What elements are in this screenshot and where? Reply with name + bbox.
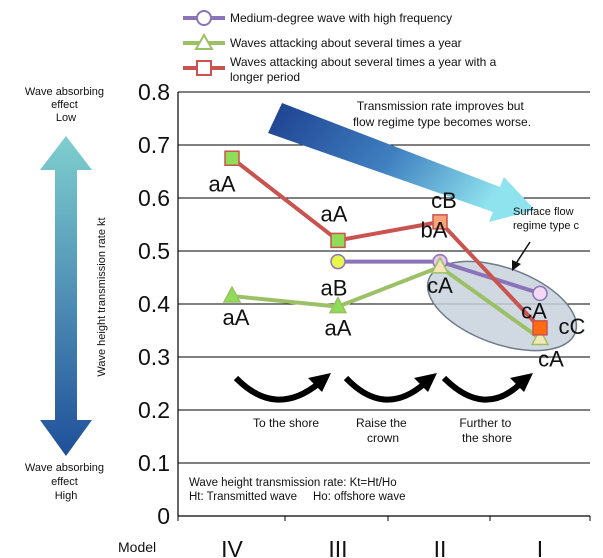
point-labels: aB bA cA aA aA cA cA aA aA cB cC [209,171,586,371]
series-layer [222,150,550,346]
point-label: cA [521,298,547,323]
effect-low-label: Wave absorbing effect Low [25,86,107,124]
y-tick-label: 0 [157,503,170,529]
data-point [432,214,448,230]
curved-arrow-icon [343,373,437,403]
data-point [330,253,346,270]
small-arrow-icon [512,241,531,271]
point-label: cC [559,314,586,339]
point-label: bA [421,218,448,243]
legend-label: Waves attacking about several times a ye… [230,36,462,50]
y-tick-label: 0.8 [138,79,170,105]
data-point [430,256,450,274]
legend-label: Waves attacking about several times a ye… [230,55,500,84]
step-arrows [233,373,533,403]
effect-high-label: Wave absorbing effect High [25,462,107,502]
data-point [532,320,548,336]
y-tick-label: 0.5 [138,238,170,264]
legend: Medium-degree wave with high frequency W… [183,10,500,84]
diagonal-arrow-icon [268,103,535,222]
curved-arrow-icon [441,373,533,403]
series-line [231,264,542,341]
legend-entry-green: Waves attacking about several times a ye… [183,32,462,50]
legend-label: Medium-degree wave with high frequency [230,11,452,25]
point-label: cB [431,188,457,213]
series-line [230,156,542,330]
legend-circle-marker [196,10,212,26]
y-tick-label: 0.1 [138,450,170,476]
data-point [530,327,550,346]
x-tick-label: I [537,536,543,558]
point-label: aA [325,316,352,341]
x-tick-label: III [328,536,347,558]
point-label: aA [321,201,348,226]
banner-text: Transmission rate improves but flow regi… [353,99,531,129]
point-label: aA [223,305,250,330]
formula-note: Wave height transmission rate: Kt=Ht/Ho … [189,477,405,503]
trend-banner: Transmission rate improves but flow regi… [268,99,535,222]
double-arrow-icon [40,136,92,456]
curved-arrow-icon [233,373,331,403]
y-tick-label: 0.6 [138,185,170,211]
wave-absorbing-effect-arrow: Wave absorbing effect Low Wave absorbing… [25,86,107,502]
point-label: aA [209,171,236,196]
point-label: cA [427,273,453,298]
grid [177,91,591,521]
y-ticks: 0 0.1 0.2 0.3 0.4 0.5 0.6 0.7 0.8 [138,79,170,529]
point-label: aB [321,276,348,301]
step-label-further-shore: Further to the shore [459,416,514,445]
x-tick-label: II [434,536,447,558]
y-axis-title: Wave height transmission rate kt [96,217,108,376]
surface-flow-label: Surface flow regime type c [513,206,580,232]
legend-entry-red: Waves attacking about several times a ye… [183,55,500,84]
step-label-to-shore: To the shore [253,416,319,430]
data-point [330,232,346,249]
point-label: cA [538,346,564,371]
data-point [532,285,548,302]
x-ticks: Model IV III II I [118,536,543,558]
legend-entry-purple: Medium-degree wave with high frequency [183,10,452,26]
data-point [328,296,348,314]
y-tick-label: 0.2 [138,397,170,423]
x-axis-prefix: Model [118,539,156,555]
legend-square-marker [196,60,212,76]
y-tick-label: 0.7 [138,132,170,158]
y-tick-label: 0.3 [138,344,170,370]
legend-triangle-marker [194,32,214,50]
x-tick-label: IV [221,536,243,558]
step-label-raise-crown: Raise the crown [356,416,410,445]
data-point [222,285,242,303]
y-tick-label: 0.4 [138,291,170,317]
data-point [224,150,240,166]
